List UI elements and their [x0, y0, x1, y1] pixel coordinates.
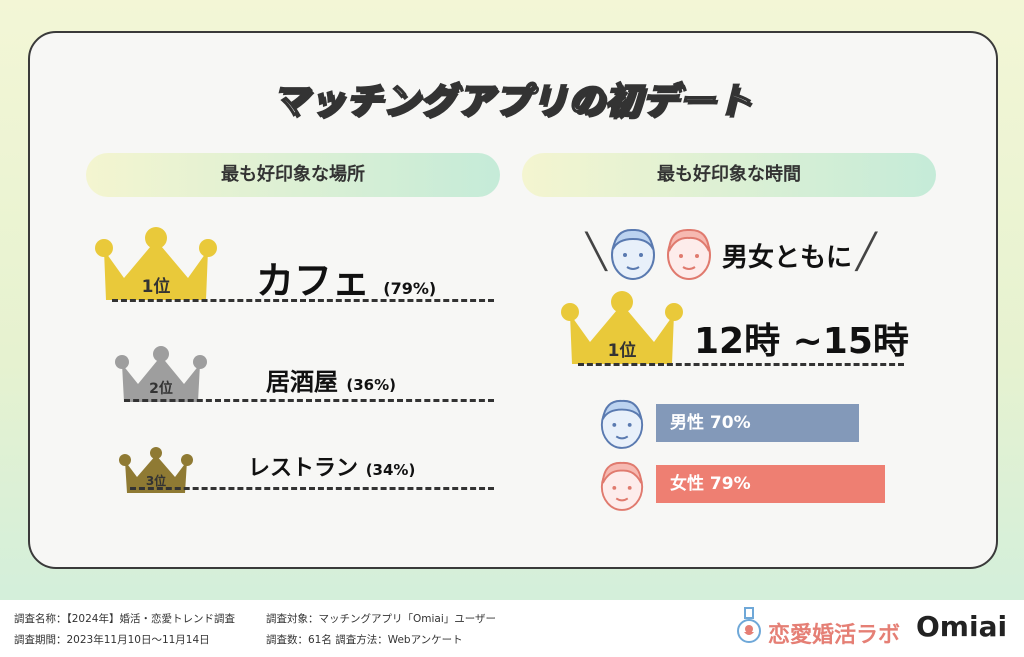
gold-crown-icon: 1位 [94, 226, 218, 302]
omiai-logo: Omiai [916, 610, 1008, 643]
main-title: マッチングアプリの初デート [270, 80, 753, 123]
rank-2-place-name: 居酒屋 [266, 368, 338, 396]
rank-2-place-pct: (36%) [346, 376, 396, 394]
rank-3-place-pct: (34%) [365, 461, 416, 479]
survey-name: 調査名称：【2024年】婚活・恋愛トレンド調査 [14, 613, 235, 625]
survey-target: 調査対象：マッチングアプリ「Omiai」ユーザー [266, 613, 497, 625]
divider [124, 399, 494, 402]
flask-logo-icon [734, 605, 764, 649]
male-face-icon [598, 396, 646, 454]
right-section-header: 最も好印象な時間 [522, 153, 936, 197]
rank-1-place-pct: (79%) [383, 279, 437, 298]
rank-3-place-name: レストラン [248, 456, 359, 481]
rank-1-label: 1位 [141, 277, 171, 297]
male-percentage-bar: 男性 70% [656, 404, 859, 442]
survey-period: 調査期間：2023年11月10日〜11月14日 [14, 634, 210, 646]
male-face-icon [608, 225, 658, 285]
right-slash-decoration: ╱ [856, 232, 877, 272]
female-face-icon [664, 225, 714, 285]
footer [0, 600, 1024, 657]
rank-1-place-name: カフェ [256, 259, 371, 303]
divider [112, 299, 494, 302]
left-section-header: 最も好印象な場所 [86, 153, 500, 197]
rank-3-place: レストラン (34%) [248, 450, 415, 482]
rank-2-label: 2位 [149, 381, 173, 397]
female-face-icon [598, 458, 646, 516]
best-time-range: 12時 ~15時 [694, 321, 909, 362]
survey-count: 調査数：61名 調査方法：Webアンケート [266, 634, 463, 646]
rank-3-label: 3位 [145, 474, 167, 488]
both-genders-label: 男女ともに [722, 243, 853, 273]
rank-1-place: カフェ (79%) [256, 250, 436, 305]
gold-crown-icon: 1位 [560, 290, 684, 366]
divider [130, 487, 494, 490]
female-percentage-bar: 女性 79% [656, 465, 885, 503]
bronze-crown-icon: 3位 [118, 445, 194, 495]
silver-crown-icon: 2位 [114, 344, 208, 404]
ren-ai-konkatsu-lab-logo: 恋愛婚活ラボ [768, 623, 901, 648]
rank-2-place: 居酒屋 (36%) [266, 362, 396, 397]
time-rank-1-label: 1位 [607, 341, 637, 361]
left-slash-decoration: ╲ [586, 232, 607, 272]
divider [578, 363, 904, 366]
